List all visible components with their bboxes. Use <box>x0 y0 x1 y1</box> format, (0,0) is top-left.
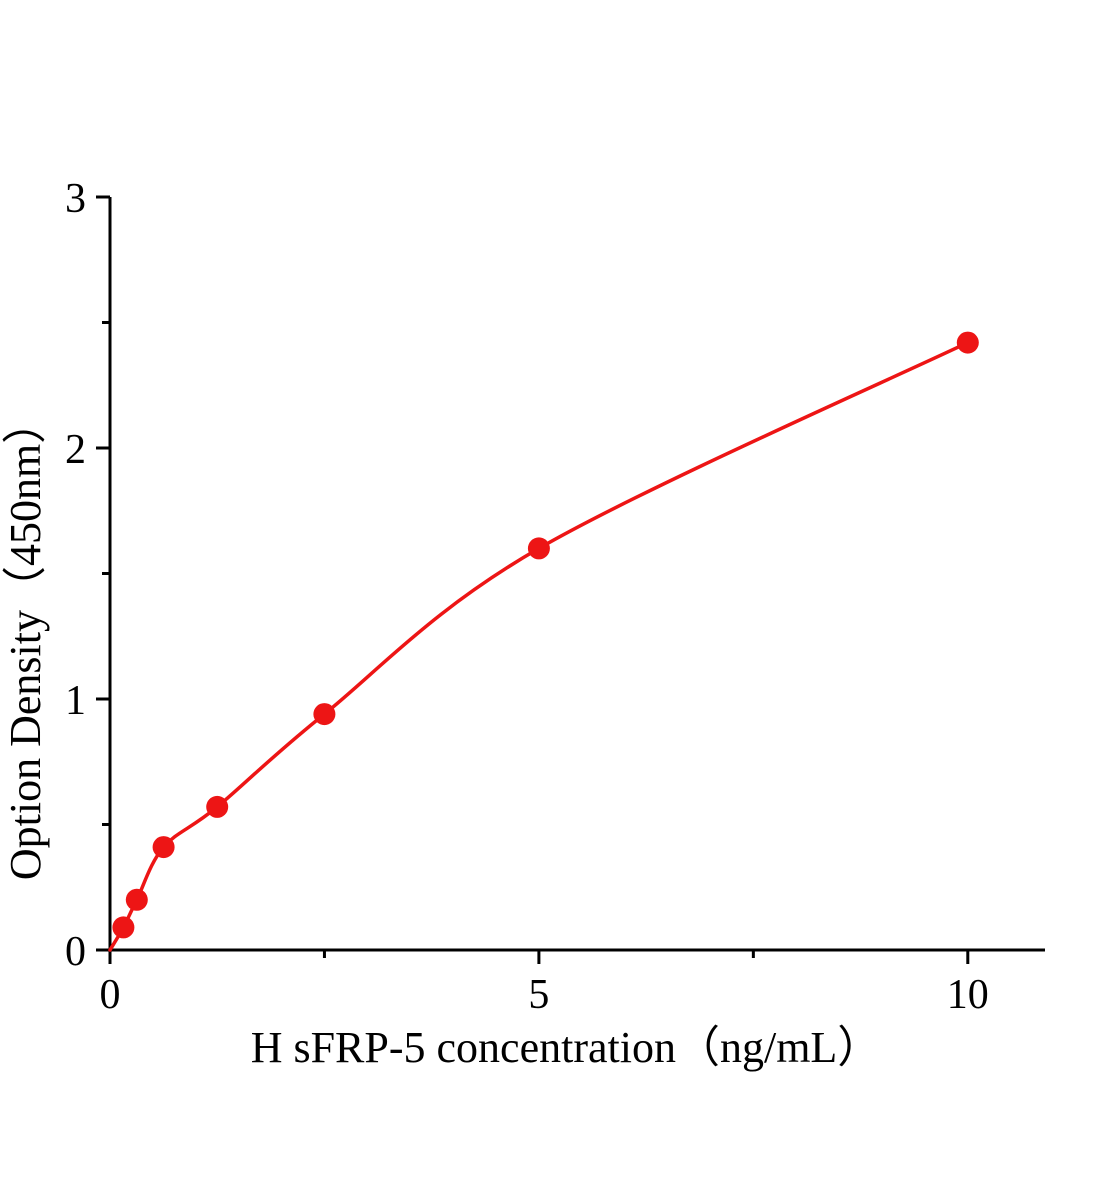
y-tick-label: 3 <box>65 176 86 222</box>
data-point <box>112 916 135 939</box>
data-point <box>125 888 148 911</box>
data-point <box>206 795 229 818</box>
x-tick-label: 10 <box>947 972 989 1018</box>
y-tick-label: 0 <box>65 929 86 975</box>
fit-curve-group <box>108 340 970 952</box>
x-tick-label: 5 <box>528 972 549 1018</box>
x-tick-label: 0 <box>100 972 121 1018</box>
y-axis-label: Option Density（450nm） <box>1 400 50 880</box>
data-points-group <box>112 331 979 939</box>
y-tick-label: 1 <box>65 678 86 724</box>
x-axis-label: H sFRP-5 concentration（ng/mL） <box>251 1023 882 1072</box>
data-point <box>527 537 550 560</box>
tick-labels: 0 5 10 0 1 2 3 <box>65 176 989 1018</box>
fit-curve <box>108 340 970 952</box>
data-point <box>152 836 175 859</box>
tick-marks <box>96 195 970 964</box>
axes <box>108 197 1045 952</box>
data-point <box>956 331 979 354</box>
y-tick-label: 2 <box>65 427 86 473</box>
data-point <box>313 703 336 726</box>
